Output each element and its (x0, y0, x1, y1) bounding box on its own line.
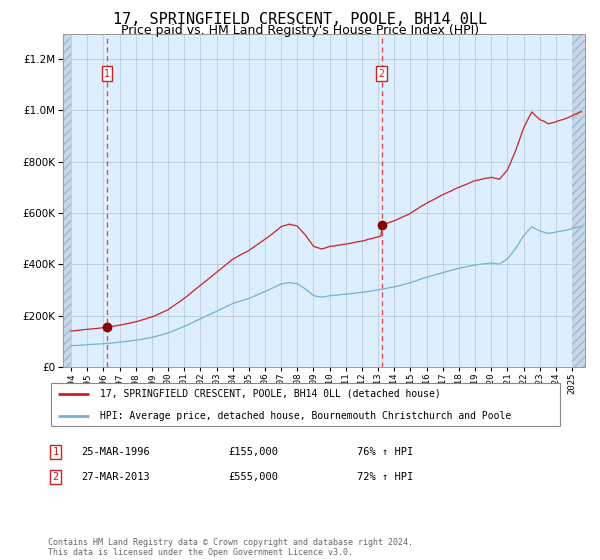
Text: 27-MAR-2013: 27-MAR-2013 (81, 472, 150, 482)
Text: 17, SPRINGFIELD CRESCENT, POOLE, BH14 0LL: 17, SPRINGFIELD CRESCENT, POOLE, BH14 0L… (113, 12, 487, 27)
Text: 2: 2 (53, 472, 59, 482)
Text: HPI: Average price, detached house, Bournemouth Christchurch and Poole: HPI: Average price, detached house, Bour… (100, 410, 511, 421)
Text: £555,000: £555,000 (228, 472, 278, 482)
FancyBboxPatch shape (50, 383, 560, 426)
Text: 17, SPRINGFIELD CRESCENT, POOLE, BH14 0LL (detached house): 17, SPRINGFIELD CRESCENT, POOLE, BH14 0L… (100, 389, 440, 399)
Bar (572, 34, 585, 367)
Text: 76% ↑ HPI: 76% ↑ HPI (357, 447, 413, 457)
Text: £155,000: £155,000 (228, 447, 278, 457)
Bar (63, 34, 71, 367)
Text: 25-MAR-1996: 25-MAR-1996 (81, 447, 150, 457)
Text: 72% ↑ HPI: 72% ↑ HPI (357, 472, 413, 482)
Text: 1: 1 (104, 68, 110, 78)
Text: Price paid vs. HM Land Registry's House Price Index (HPI): Price paid vs. HM Land Registry's House … (121, 24, 479, 37)
Text: Contains HM Land Registry data © Crown copyright and database right 2024.
This d: Contains HM Land Registry data © Crown c… (48, 538, 413, 557)
Text: 1: 1 (53, 447, 59, 457)
Text: 2: 2 (379, 68, 385, 78)
